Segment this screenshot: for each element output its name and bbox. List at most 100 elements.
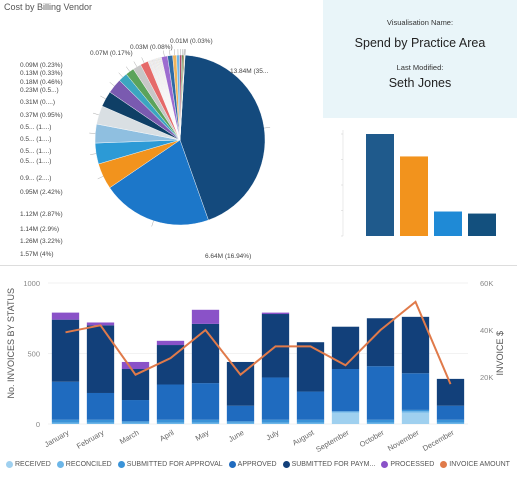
modified-caption: Last Modified:	[323, 63, 517, 72]
legend-label: RECONCILED	[66, 461, 112, 468]
stacked-bar-segment[interactable]	[262, 313, 289, 314]
stacked-bar-segment[interactable]	[192, 383, 219, 420]
stacked-bar-segment[interactable]	[227, 423, 254, 424]
stacked-bar-segment[interactable]	[262, 377, 289, 419]
month-label: June	[227, 428, 246, 444]
stacked-bar-segment[interactable]	[52, 313, 79, 320]
stacked-bar-segment[interactable]	[367, 366, 394, 420]
legend-item[interactable]: SUBMITTED FOR PAYM...	[283, 461, 376, 468]
stacked-bar-segment[interactable]	[262, 420, 289, 423]
stacked-bar-segment[interactable]	[227, 421, 254, 422]
stacked-bar-segment[interactable]	[87, 420, 114, 423]
stacked-bar-segment[interactable]	[227, 406, 254, 422]
vis-name-caption: Visualisation Name:	[323, 18, 517, 27]
legend-label: SUBMITTED FOR PAYM...	[292, 461, 376, 468]
stacked-bar-segment[interactable]	[437, 406, 464, 420]
stacked-bar-segment[interactable]	[157, 423, 184, 424]
pie-label: 0.07M (0.17%)	[90, 50, 133, 57]
stacked-bar-segment[interactable]	[297, 392, 324, 420]
legend-label: INVOICE AMOUNT	[449, 461, 510, 468]
pie-leader-line	[264, 127, 270, 128]
stacked-bar-segment[interactable]	[122, 423, 149, 424]
pie-title: Cost by Billing Vendor	[4, 2, 92, 12]
stacked-bar-segment[interactable]	[402, 413, 429, 424]
stacked-bar-segment[interactable]	[52, 382, 79, 420]
stacked-bar-segment[interactable]	[157, 385, 184, 420]
pie-leader-line	[110, 82, 115, 86]
pie-label: 1.14M (2.9%)	[20, 226, 59, 233]
stacked-bar-segment[interactable]	[332, 411, 359, 412]
legend-swatch	[229, 461, 236, 468]
pie-leader-line	[134, 62, 137, 67]
stacked-bar-segment[interactable]	[157, 420, 184, 423]
stacked-bar-segment[interactable]	[52, 420, 79, 423]
stacked-bar-segment[interactable]	[367, 318, 394, 366]
legend-item[interactable]: INVOICE AMOUNT	[440, 461, 510, 468]
month-label: May	[194, 428, 211, 443]
stacked-bar-segment[interactable]	[192, 324, 219, 383]
stacked-bar-segment[interactable]	[122, 421, 149, 422]
stacked-bar-segment[interactable]	[227, 362, 254, 406]
month-label: December	[421, 428, 456, 453]
stacked-bar-segment[interactable]	[437, 420, 464, 423]
stacked-bar-segment[interactable]	[297, 342, 324, 391]
legend-item[interactable]: SUBMITTED FOR APPROVAL	[118, 461, 223, 468]
pie-leader-line	[163, 51, 164, 57]
stacked-bar-segment[interactable]	[192, 420, 219, 423]
stacked-bar-segment[interactable]	[192, 310, 219, 324]
stacked-bar-segment[interactable]	[87, 325, 114, 393]
stacked-bar-segment[interactable]	[262, 423, 289, 424]
mini-bar[interactable]	[468, 214, 496, 236]
stacked-bar-segment[interactable]	[437, 423, 464, 424]
pie-leader-line	[119, 73, 123, 77]
y2-tick-label: 60K	[480, 279, 493, 288]
stacked-bar-segment[interactable]	[192, 423, 219, 424]
pie-label: 0.5... (1....)	[20, 148, 51, 155]
stacked-bar-segment[interactable]	[157, 341, 184, 345]
legend-label: SUBMITTED FOR APPROVAL	[127, 461, 223, 468]
stacked-bar-segment[interactable]	[332, 369, 359, 411]
stacked-bar-segment[interactable]	[52, 320, 79, 382]
mini-bar[interactable]	[400, 156, 428, 236]
month-label: July	[264, 428, 280, 443]
stacked-bar-segment[interactable]	[402, 410, 429, 411]
stacked-bar-segment[interactable]	[367, 423, 394, 424]
stacked-bar-segment[interactable]	[87, 393, 114, 420]
y-axis-title: No. INVOICES BY STATUS	[6, 288, 16, 399]
stacked-bar-segment[interactable]	[122, 400, 149, 421]
legend-item[interactable]: RECEIVED	[6, 461, 51, 468]
legend-swatch	[381, 461, 388, 468]
pie-leader-line	[126, 67, 130, 72]
legend-item[interactable]: PROCESSED	[381, 461, 434, 468]
pie-label: 0.09M (0.23%)	[20, 62, 63, 69]
month-label: January	[43, 428, 71, 449]
stacked-bar-segment[interactable]	[332, 327, 359, 369]
stacked-bar-segment[interactable]	[367, 420, 394, 423]
pie-label: 0.5... (1....)	[20, 136, 51, 143]
pie-label: 0.03M (0.08%)	[130, 44, 173, 51]
legend-item[interactable]: APPROVED	[229, 461, 277, 468]
stacked-bar-segment[interactable]	[87, 423, 114, 424]
mini-bar-chart	[323, 118, 517, 262]
stacked-bar-segment[interactable]	[297, 420, 324, 423]
y2-axis-title: INVOICE $	[495, 331, 505, 376]
chart-legend: RECEIVED RECONCILED SUBMITTED FOR APPROVAL…	[6, 461, 510, 468]
stacked-bar-segment[interactable]	[52, 423, 79, 424]
legend-item[interactable]: RECONCILED	[57, 461, 112, 468]
pie-leader-line	[98, 176, 103, 179]
month-label: April	[158, 428, 176, 443]
stacked-bar-segment[interactable]	[332, 413, 359, 424]
legend-swatch	[57, 461, 64, 468]
mini-bar[interactable]	[434, 212, 462, 236]
pie-label: 0.13M (0.33%)	[20, 70, 63, 77]
pie-label: 1.57M (4%)	[20, 251, 54, 258]
stacked-bar-segment[interactable]	[402, 411, 429, 412]
stacked-bar-segment[interactable]	[122, 362, 149, 369]
y2-tick-label: 40K	[480, 326, 493, 335]
pie-label: 0.37M (0.95%)	[20, 112, 63, 119]
stacked-bar-segment[interactable]	[402, 373, 429, 410]
legend-swatch	[440, 461, 447, 468]
mini-bar[interactable]	[366, 134, 394, 236]
pie-label: 13.84M (35...	[230, 68, 268, 75]
stacked-bar-segment[interactable]	[297, 423, 324, 424]
